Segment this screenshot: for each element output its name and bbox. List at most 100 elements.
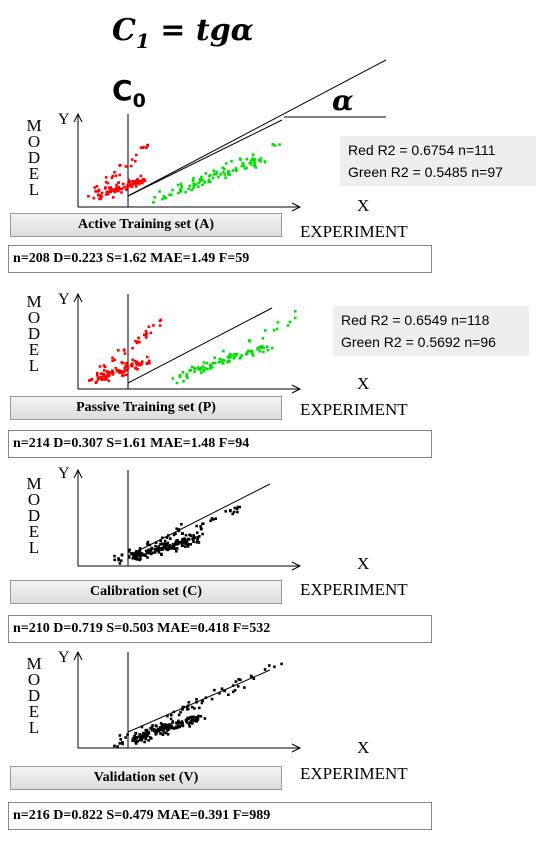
scatter-point xyxy=(280,662,283,666)
scatter-point xyxy=(171,377,175,380)
scatter-point xyxy=(161,536,164,540)
scatter-point xyxy=(231,512,234,516)
scatter-point xyxy=(100,191,104,195)
scatter-point xyxy=(157,727,160,731)
scatter-point xyxy=(139,555,142,558)
scatter-point xyxy=(92,196,96,200)
scatter-point xyxy=(174,541,178,544)
scatter-point xyxy=(201,522,204,526)
stats-passive: n=214 D=0.307 S=1.61 MAE=1.48 F=94 xyxy=(8,430,432,458)
y-axis-arrow xyxy=(73,292,83,303)
scatter-point xyxy=(228,173,232,176)
r2-legend-box: Red R2 = 0.6754 n=111 Green R2 = 0.5485 … xyxy=(340,136,536,186)
scatter-point xyxy=(134,339,137,343)
scatter-point xyxy=(163,731,166,735)
scatter-point xyxy=(98,376,101,380)
scatter-point xyxy=(197,366,200,369)
scatter-point xyxy=(147,548,151,552)
scatter-point xyxy=(151,724,154,727)
experiment-label: EXPERIMENT xyxy=(300,400,408,419)
x-axis-arrow xyxy=(291,561,302,571)
scatter-point xyxy=(124,365,127,368)
scatter-point xyxy=(201,365,205,368)
scatter-point xyxy=(101,378,104,381)
scatter-point xyxy=(256,346,260,350)
scatter-point xyxy=(198,706,201,710)
scatter-point xyxy=(207,180,210,184)
scatter-point xyxy=(242,164,246,167)
scatter-point xyxy=(120,187,124,191)
scatter-point xyxy=(136,740,139,743)
scatter-point xyxy=(149,549,153,552)
x-axis-arrow xyxy=(291,743,302,753)
scatter-point xyxy=(113,554,116,558)
scatter-point xyxy=(95,371,99,375)
scatter-point xyxy=(134,557,137,561)
scatter-point xyxy=(249,350,253,353)
scatter-point xyxy=(182,541,185,544)
scatter-point xyxy=(137,336,140,340)
scatter-point xyxy=(131,346,134,350)
scatter-point xyxy=(195,698,198,701)
scatter-point xyxy=(288,320,292,324)
scatter-point xyxy=(191,538,195,541)
scatter-point xyxy=(192,540,195,543)
scatter-point xyxy=(150,737,153,740)
scatter-point xyxy=(187,701,191,704)
r2-legend-box: Red R2 = 0.6549 n=118 Green R2 = 0.5692 … xyxy=(333,306,529,356)
scatter-point xyxy=(259,160,262,163)
scatter-point xyxy=(187,538,191,541)
fit-line xyxy=(127,307,273,384)
active-training-set-button[interactable]: Active Training set (A) xyxy=(10,213,282,237)
scatter-point xyxy=(135,551,138,555)
scatter-point xyxy=(143,740,146,744)
scatter-point xyxy=(117,181,120,184)
scatter-point xyxy=(166,733,170,736)
scatter-point xyxy=(192,719,196,723)
scatter-point xyxy=(126,733,129,736)
scatter-point xyxy=(146,556,149,559)
scatter-point xyxy=(253,158,256,161)
scatter-point xyxy=(115,183,118,187)
scatter-point xyxy=(109,186,112,189)
scatter-point xyxy=(97,189,101,192)
scatter-point xyxy=(206,368,209,371)
scatter-point xyxy=(181,532,184,535)
scatter-point xyxy=(181,724,185,728)
calibration-set-button[interactable]: Calibration set (C) xyxy=(10,580,282,604)
scatter-point xyxy=(183,540,187,544)
scatter-point xyxy=(175,527,178,530)
validation-set-button[interactable]: Validation set (V) xyxy=(10,766,282,790)
scatter-point xyxy=(142,732,146,735)
scatter-point xyxy=(213,356,216,360)
scatter-point xyxy=(172,544,176,548)
passive-training-set-button[interactable]: Passive Training set (P) xyxy=(10,396,282,420)
scatter-point xyxy=(178,725,182,729)
scatter-point xyxy=(130,551,133,555)
scatter-point xyxy=(133,181,137,185)
scatter-point xyxy=(87,195,90,198)
scatter-point xyxy=(138,340,141,344)
scatter-point xyxy=(143,333,146,337)
scatter-point xyxy=(148,551,152,555)
scatter-point xyxy=(185,705,189,709)
scatter-point xyxy=(231,684,235,687)
scatter-point xyxy=(131,364,134,368)
experiment-label: EXPERIMENT xyxy=(300,580,408,599)
scatter-point xyxy=(127,550,131,553)
stats-calibration: n=210 D=0.719 S=0.503 MAE=0.418 F=532 xyxy=(8,615,432,643)
scatter-point xyxy=(223,689,226,692)
scatter-point xyxy=(238,357,242,360)
scatter-point xyxy=(199,715,203,718)
scatter-point xyxy=(189,721,193,724)
scatter-point xyxy=(180,540,183,544)
scatter-point xyxy=(233,506,237,510)
scatter-point xyxy=(122,182,125,186)
scatter-point xyxy=(171,720,175,723)
scatter-point xyxy=(193,707,196,710)
fit-line xyxy=(127,669,271,733)
scatter-point xyxy=(273,665,276,669)
scatter-point xyxy=(141,360,144,363)
scatter-point xyxy=(96,373,99,377)
